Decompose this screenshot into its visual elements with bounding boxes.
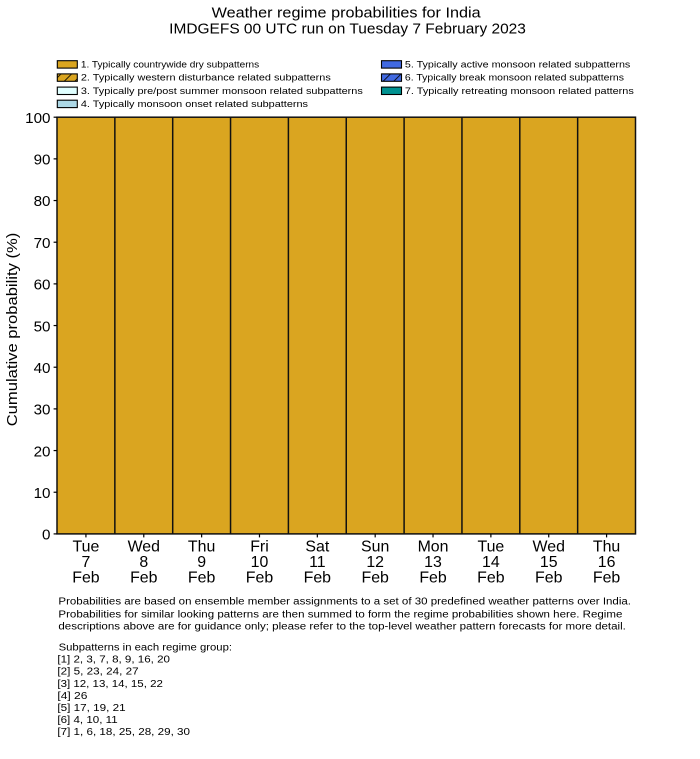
svg-text:100: 100 xyxy=(25,110,50,127)
svg-text:Cumulative probability (%): Cumulative probability (%) xyxy=(4,233,21,427)
svg-text:4. Typically monsoon onset rel: 4. Typically monsoon onset related subpa… xyxy=(81,99,309,109)
svg-text:Feb: Feb xyxy=(72,570,100,587)
svg-text:16: 16 xyxy=(598,554,616,571)
svg-text:10: 10 xyxy=(251,554,269,571)
svg-text:Sat: Sat xyxy=(305,539,329,556)
svg-text:3. Typically pre/post summer m: 3. Typically pre/post summer monsoon rel… xyxy=(81,86,363,96)
svg-text:Mon: Mon xyxy=(418,539,449,556)
svg-text:13: 13 xyxy=(424,554,442,571)
svg-text:70: 70 xyxy=(34,235,51,252)
svg-text:15: 15 xyxy=(540,554,558,571)
svg-text:[2] 5, 23, 24, 27: [2] 5, 23, 24, 27 xyxy=(57,667,138,678)
svg-text:90: 90 xyxy=(34,152,51,169)
svg-text:Sun: Sun xyxy=(361,539,389,556)
svg-text:Thu: Thu xyxy=(188,539,215,556)
svg-text:8: 8 xyxy=(139,554,148,571)
svg-text:0: 0 xyxy=(42,527,50,544)
svg-text:Thu: Thu xyxy=(593,539,620,556)
svg-text:1. Typically countrywide dry s: 1. Typically countrywide dry subpatterns xyxy=(81,59,260,69)
svg-text:Feb: Feb xyxy=(477,570,505,587)
svg-text:Weather regime probabilities f: Weather regime probabilities for India xyxy=(212,6,482,22)
svg-text:descriptions above are for gui: descriptions above are for guidance only… xyxy=(58,622,626,633)
svg-text:11: 11 xyxy=(309,554,326,571)
svg-text:Probabilities are based on ens: Probabilities are based on ensemble memb… xyxy=(58,597,631,608)
svg-text:Probabilities for similar look: Probabilities for similar looking patter… xyxy=(58,609,623,620)
svg-text:Feb: Feb xyxy=(188,570,216,587)
svg-text:Fri: Fri xyxy=(250,539,269,556)
svg-text:5. Typically active monsoon re: 5. Typically active monsoon related subp… xyxy=(405,59,631,69)
svg-text:Wed: Wed xyxy=(533,539,565,556)
svg-text:Feb: Feb xyxy=(419,570,447,587)
svg-text:Subpatterns in each regime gro: Subpatterns in each regime group: xyxy=(59,643,232,654)
svg-text:7. Typically retreating monsoo: 7. Typically retreating monsoon related … xyxy=(405,86,634,96)
svg-text:Feb: Feb xyxy=(304,570,332,587)
svg-text:Feb: Feb xyxy=(246,570,274,587)
svg-text:2. Typically western disturban: 2. Typically western disturbance related… xyxy=(81,72,331,82)
svg-text:Wed: Wed xyxy=(128,539,160,556)
svg-text:Feb: Feb xyxy=(535,570,563,587)
svg-text:IMDGEFS 00 UTC run on Tuesday: IMDGEFS 00 UTC run on Tuesday 7 February… xyxy=(169,21,526,37)
svg-text:[4] 26: [4] 26 xyxy=(57,691,88,702)
svg-text:40: 40 xyxy=(34,360,51,377)
svg-text:Tue: Tue xyxy=(477,539,504,556)
svg-text:[1] 2, 3, 7, 8, 9, 16, 20: [1] 2, 3, 7, 8, 9, 16, 20 xyxy=(57,655,170,666)
svg-text:20: 20 xyxy=(34,443,51,460)
svg-text:9: 9 xyxy=(197,554,206,571)
svg-text:Feb: Feb xyxy=(130,570,158,587)
svg-text:[7] 1, 6, 18, 25, 28, 29, 30: [7] 1, 6, 18, 25, 28, 29, 30 xyxy=(57,727,190,738)
svg-text:80: 80 xyxy=(34,193,51,210)
svg-text:Feb: Feb xyxy=(593,570,621,587)
svg-text:10: 10 xyxy=(34,485,51,502)
svg-text:12: 12 xyxy=(366,554,384,571)
svg-text:[6] 4, 10, 11: [6] 4, 10, 11 xyxy=(57,715,117,726)
svg-text:30: 30 xyxy=(34,402,51,419)
svg-text:50: 50 xyxy=(34,318,51,335)
svg-text:[3] 12, 13, 14, 15, 22: [3] 12, 13, 14, 15, 22 xyxy=(57,679,162,690)
svg-text:[5] 17, 19, 21: [5] 17, 19, 21 xyxy=(57,703,125,714)
svg-text:Feb: Feb xyxy=(361,570,389,587)
svg-text:6. Typically break monsoon rel: 6. Typically break monsoon related subpa… xyxy=(405,72,625,82)
svg-text:60: 60 xyxy=(34,277,51,294)
svg-text:14: 14 xyxy=(482,554,500,571)
svg-text:7: 7 xyxy=(82,554,91,571)
svg-text:Tue: Tue xyxy=(73,539,100,556)
